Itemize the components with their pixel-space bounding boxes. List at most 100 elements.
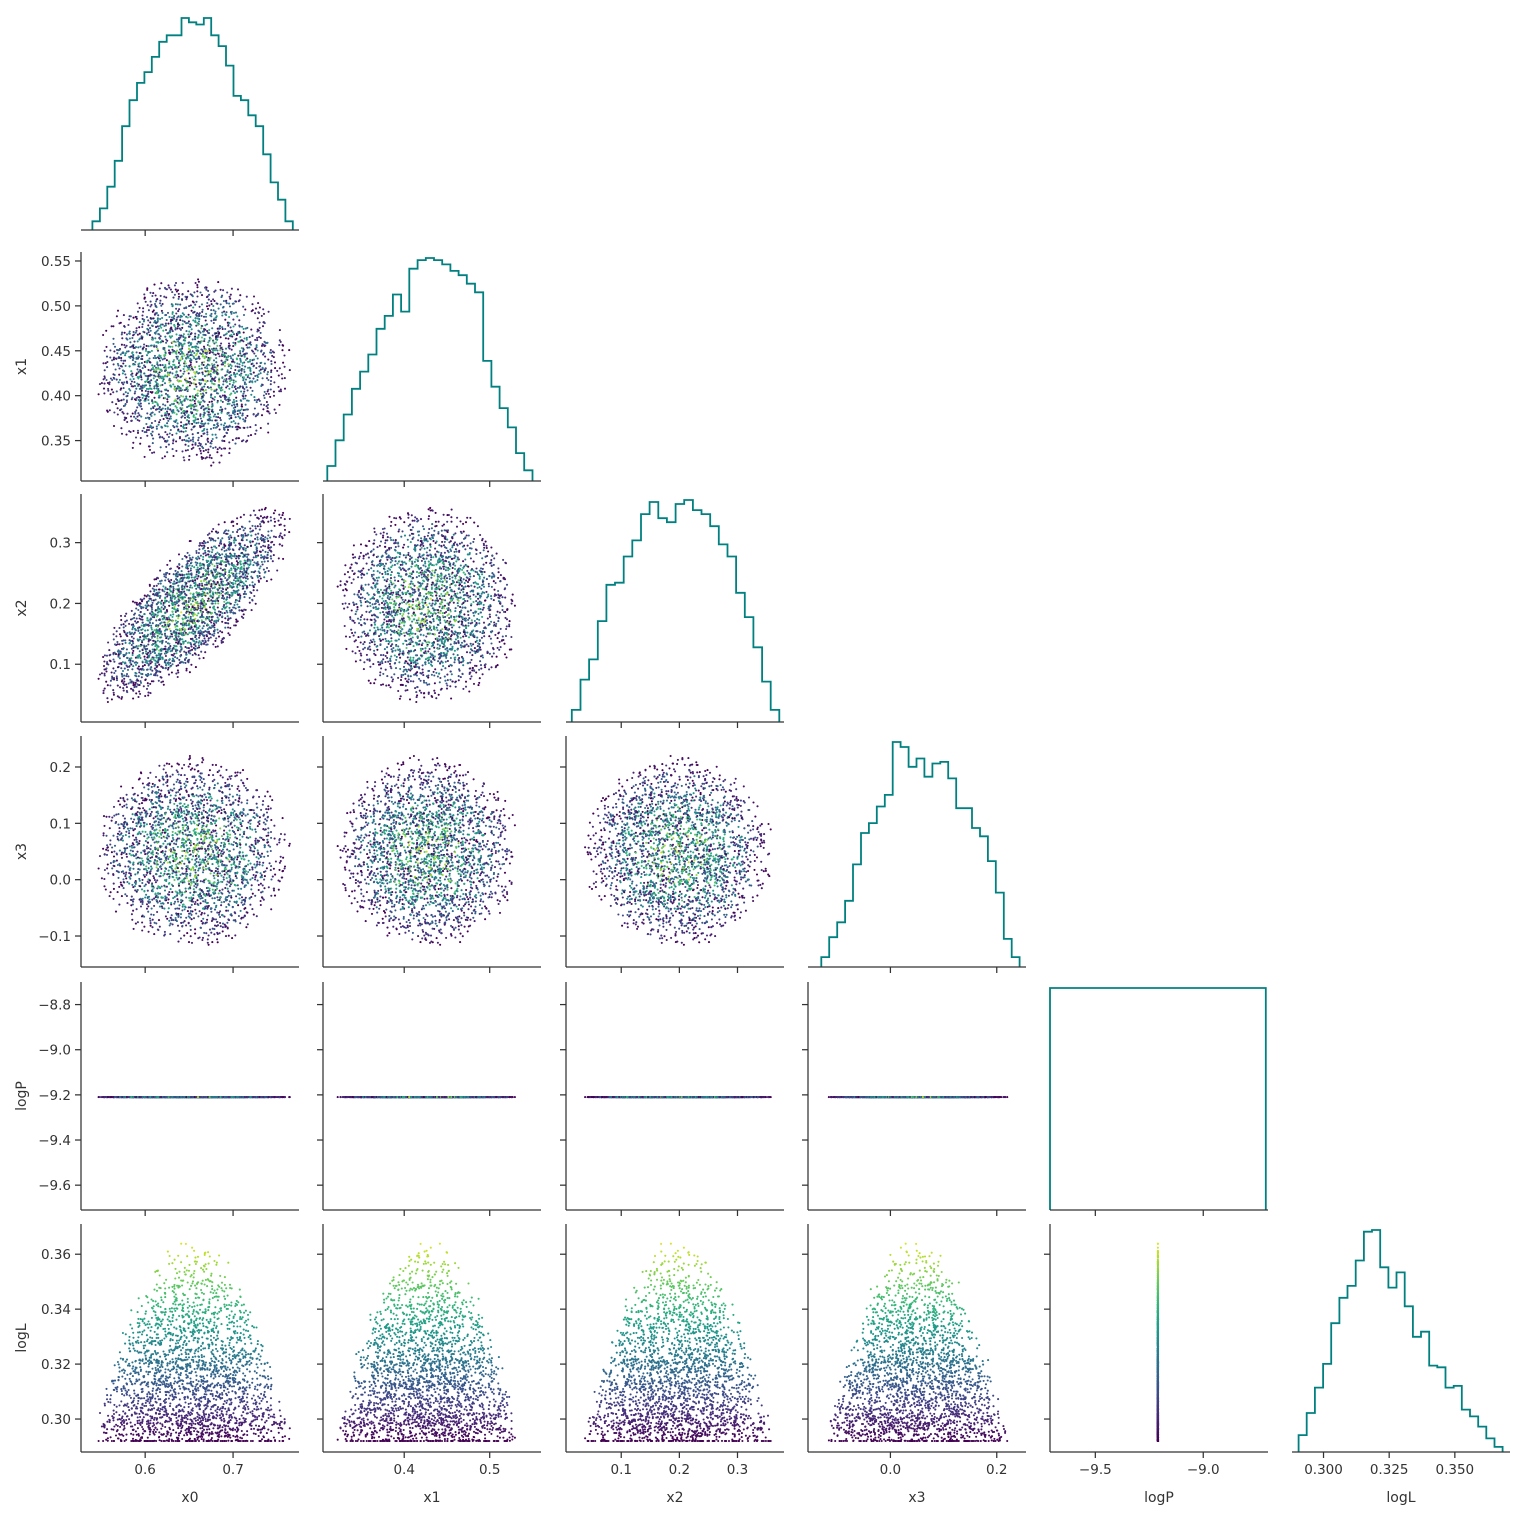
scatter-point: [210, 373, 212, 375]
scatter-point: [199, 426, 201, 428]
scatter-point: [228, 538, 230, 540]
scatter-point: [155, 672, 157, 674]
scatter-point: [225, 533, 227, 535]
scatter-point: [217, 335, 219, 337]
scatter-point: [234, 568, 236, 570]
scatter-point: [126, 395, 128, 397]
scatter-point: [200, 555, 202, 557]
scatter-point: [180, 421, 182, 423]
scatter-point: [167, 390, 169, 392]
scatter-point: [172, 361, 174, 363]
scatter-point: [260, 557, 262, 559]
scatter-point: [132, 442, 134, 444]
scatter-point: [210, 309, 212, 311]
scatter-point: [143, 639, 145, 641]
scatter-point: [222, 363, 224, 365]
scatter-point: [120, 624, 122, 626]
scatter-point: [169, 594, 171, 596]
scatter-point: [259, 550, 261, 552]
scatter-point: [209, 416, 211, 418]
scatter-point: [187, 449, 189, 451]
scatter-points-x1-vs-x0: [98, 278, 291, 466]
scatter-point: [198, 437, 200, 439]
scatter-point: [230, 326, 232, 328]
scatter-point: [160, 357, 162, 359]
scatter-point: [103, 388, 105, 390]
scatter-point: [249, 367, 251, 369]
scatter-point: [216, 373, 218, 375]
scatter-point: [195, 383, 197, 385]
scatter-point: [241, 566, 243, 568]
scatter-point: [210, 621, 212, 623]
scatter-point: [228, 388, 230, 390]
scatter-point: [256, 344, 258, 346]
scatter-point: [235, 365, 237, 367]
scatter-point: [190, 304, 192, 306]
scatter-point: [164, 588, 166, 590]
scatter-point: [223, 300, 225, 302]
scatter-point: [270, 363, 272, 365]
scatter-point: [235, 380, 237, 382]
scatter-point: [256, 401, 258, 403]
scatter-point: [195, 317, 197, 319]
scatter-point: [277, 520, 279, 522]
scatter-point: [246, 337, 248, 339]
scatter-point: [268, 311, 270, 313]
scatter-point: [206, 431, 208, 433]
scatter-point: [207, 449, 209, 451]
scatter-point: [215, 361, 217, 363]
scatter-point: [197, 317, 199, 319]
scatter-point: [146, 435, 148, 437]
scatter-point: [400, 676, 402, 678]
scatter-point: [163, 418, 165, 420]
scatter-point: [135, 607, 137, 609]
scatter-point: [233, 312, 235, 314]
scatter-point: [167, 323, 169, 325]
scatter-point: [171, 607, 173, 609]
scatter-point: [222, 569, 224, 571]
scatter-point: [260, 427, 262, 429]
scatter-point: [229, 296, 231, 298]
scatter-point: [224, 555, 226, 557]
scatter-point: [249, 520, 251, 522]
scatter-point: [415, 558, 417, 560]
scatter-point: [239, 350, 241, 352]
scatter-point: [491, 656, 493, 658]
scatter-point: [113, 425, 115, 427]
scatter-point: [257, 357, 259, 359]
scatter-point: [198, 281, 200, 283]
scatter-point: [161, 317, 163, 319]
scatter-point: [207, 419, 209, 421]
scatter-point: [201, 602, 203, 604]
scatter-point: [266, 580, 268, 582]
scatter-point: [226, 371, 228, 373]
scatter-point: [126, 413, 128, 415]
scatter-point: [188, 423, 190, 425]
scatter-point: [165, 641, 167, 643]
scatter-point: [183, 603, 185, 605]
scatter-point: [227, 632, 229, 634]
scatter-point: [164, 611, 166, 613]
scatter-point: [204, 575, 206, 577]
scatter-point: [162, 585, 164, 587]
scatter-point: [155, 326, 157, 328]
scatter-point: [132, 665, 134, 667]
scatter-point: [161, 394, 163, 396]
scatter-point: [175, 620, 177, 622]
scatter-point: [132, 363, 134, 365]
scatter-point: [185, 566, 187, 568]
scatter-point: [211, 434, 213, 436]
scatter-point: [201, 583, 203, 585]
scatter-point: [246, 346, 248, 348]
scatter-point: [145, 390, 147, 392]
scatter-point: [184, 389, 186, 391]
scatter-point: [230, 592, 232, 594]
scatter-point: [193, 604, 195, 606]
scatter-point: [233, 303, 235, 305]
scatter-point: [226, 302, 228, 304]
scatter-point: [191, 574, 193, 576]
scatter-point: [193, 647, 195, 649]
scatter-point: [193, 388, 195, 390]
scatter-point: [208, 387, 210, 389]
